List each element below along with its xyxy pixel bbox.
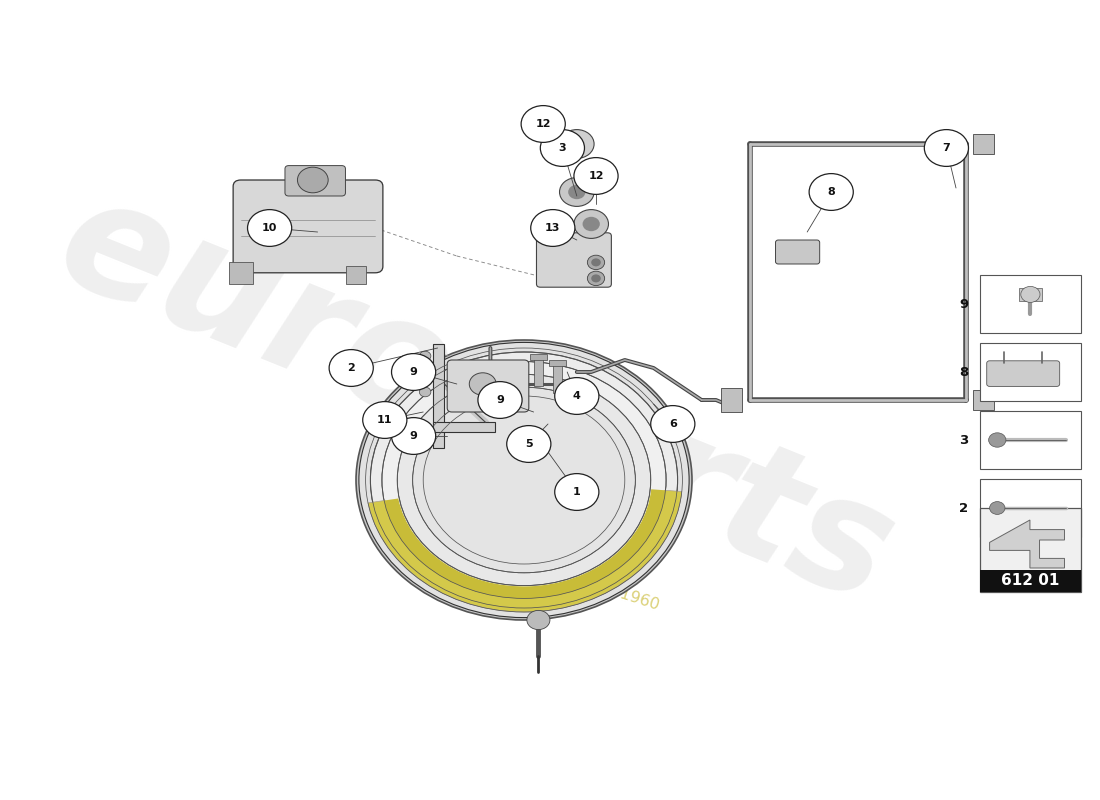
Bar — [229, 262, 253, 284]
Text: 612 01: 612 01 — [1001, 574, 1059, 588]
Text: 6: 6 — [669, 419, 676, 429]
Circle shape — [570, 138, 583, 150]
Circle shape — [419, 351, 431, 361]
Bar — [346, 266, 365, 284]
Text: 7: 7 — [943, 143, 950, 153]
Circle shape — [521, 106, 565, 142]
Circle shape — [989, 433, 1005, 447]
Circle shape — [507, 426, 551, 462]
Circle shape — [540, 130, 584, 166]
Circle shape — [419, 423, 431, 433]
Circle shape — [587, 271, 605, 286]
Text: 3: 3 — [559, 143, 566, 153]
Polygon shape — [432, 344, 444, 448]
Text: 9: 9 — [496, 395, 504, 405]
Bar — [980, 411, 1081, 469]
Bar — [1019, 288, 1042, 301]
Circle shape — [297, 167, 328, 193]
Bar — [534, 358, 543, 386]
Circle shape — [1021, 286, 1040, 302]
Circle shape — [530, 210, 575, 246]
Text: 9: 9 — [959, 298, 968, 310]
Circle shape — [574, 210, 608, 238]
Circle shape — [560, 130, 594, 158]
Text: 1: 1 — [573, 487, 581, 497]
Bar — [974, 390, 994, 410]
Circle shape — [363, 402, 407, 438]
FancyBboxPatch shape — [776, 240, 820, 264]
Polygon shape — [432, 422, 495, 432]
Text: 2: 2 — [348, 363, 355, 373]
FancyBboxPatch shape — [448, 360, 529, 412]
FancyBboxPatch shape — [987, 361, 1059, 386]
Circle shape — [382, 362, 667, 598]
Text: 3: 3 — [959, 434, 968, 446]
Bar — [980, 275, 1081, 333]
Circle shape — [392, 418, 436, 454]
Circle shape — [591, 258, 601, 266]
Bar — [553, 364, 562, 393]
Circle shape — [470, 373, 496, 395]
Circle shape — [587, 255, 605, 270]
Bar — [530, 354, 547, 360]
Circle shape — [591, 274, 601, 282]
Circle shape — [527, 610, 550, 630]
Circle shape — [392, 354, 436, 390]
Circle shape — [554, 474, 598, 510]
Circle shape — [419, 387, 431, 397]
Wedge shape — [368, 490, 682, 612]
Circle shape — [554, 378, 598, 414]
Circle shape — [412, 387, 636, 573]
Circle shape — [356, 340, 692, 620]
Text: europarts: europarts — [37, 162, 914, 638]
Text: 8: 8 — [827, 187, 835, 197]
Bar — [980, 343, 1081, 401]
Circle shape — [477, 382, 522, 418]
Text: 5: 5 — [525, 439, 532, 449]
Bar — [980, 570, 1081, 592]
Circle shape — [583, 217, 600, 231]
Circle shape — [248, 210, 292, 246]
Text: 9: 9 — [409, 431, 418, 441]
Text: 2: 2 — [959, 502, 968, 514]
Text: 9: 9 — [409, 367, 418, 377]
Circle shape — [560, 178, 594, 206]
Circle shape — [924, 130, 968, 166]
Text: 10: 10 — [262, 223, 277, 233]
Wedge shape — [384, 490, 666, 598]
Circle shape — [810, 174, 854, 210]
Circle shape — [371, 352, 678, 608]
Text: 11: 11 — [377, 415, 393, 425]
Polygon shape — [990, 520, 1065, 568]
Circle shape — [329, 350, 373, 386]
Text: 13: 13 — [546, 223, 561, 233]
Bar — [980, 508, 1081, 592]
Text: 12: 12 — [536, 119, 551, 129]
Circle shape — [569, 185, 585, 199]
Circle shape — [359, 342, 689, 618]
Bar — [720, 388, 741, 412]
Circle shape — [651, 406, 695, 442]
Text: a passion for parts since 1960: a passion for parts since 1960 — [426, 523, 661, 613]
FancyBboxPatch shape — [285, 166, 345, 196]
Text: 12: 12 — [588, 171, 604, 181]
Bar — [974, 134, 994, 154]
Text: 8: 8 — [959, 366, 968, 378]
Text: 4: 4 — [573, 391, 581, 401]
Circle shape — [990, 502, 1005, 514]
Bar — [549, 360, 566, 366]
FancyBboxPatch shape — [233, 180, 383, 273]
FancyBboxPatch shape — [537, 233, 612, 287]
Circle shape — [397, 374, 651, 586]
Bar — [980, 479, 1081, 537]
Circle shape — [574, 158, 618, 194]
